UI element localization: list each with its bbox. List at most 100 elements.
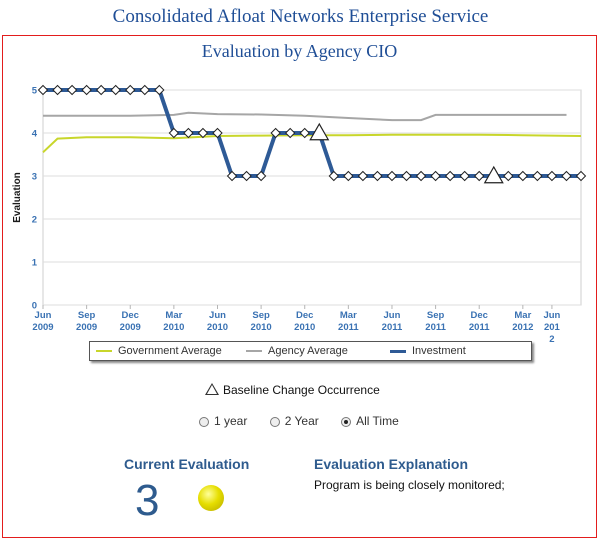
- x-tick-label-month: Jun: [543, 310, 560, 321]
- x-tick-label-year: 2011: [382, 322, 403, 333]
- y-tick-label-4: 4: [32, 129, 38, 140]
- evaluation-explanation-title: Evaluation Explanation: [314, 456, 469, 472]
- investment-point-marker: [430, 170, 441, 182]
- investment-point-marker: [357, 170, 369, 182]
- x-tick-label-month: Mar: [165, 310, 182, 321]
- investment-point-marker: [503, 170, 514, 182]
- investment-point-marker: [401, 170, 412, 182]
- investment-point-marker: [139, 84, 150, 96]
- investment-point-marker: [270, 127, 281, 139]
- x-tick-label-year: 2010: [163, 322, 184, 333]
- legend-label-investment: Investment: [412, 345, 466, 357]
- evaluation-explanation-text: Program is being closely monitored;: [314, 478, 505, 492]
- radio-circle-all-time[interactable]: [341, 417, 352, 427]
- x-tick-label-month: Sep: [252, 310, 270, 321]
- radio-all-time[interactable]: All Time: [341, 414, 399, 428]
- investment-point-marker: [474, 170, 485, 182]
- radio-2-year[interactable]: 2 Year: [269, 414, 319, 428]
- investment-point-marker: [561, 170, 572, 182]
- plot-area: [42, 89, 582, 306]
- x-tick-label-year: 2010: [294, 322, 315, 333]
- legend-swatch-agency: [246, 350, 262, 353]
- investment-point-marker: [328, 170, 340, 182]
- x-tick-label-year: 201: [544, 322, 561, 333]
- y-tick-label-1: 1: [32, 258, 38, 269]
- radio-circle-1-year[interactable]: [199, 417, 209, 427]
- x-tick-label-month: Jun: [35, 310, 52, 321]
- investment-point-marker: [226, 170, 238, 182]
- chart-legend: Government Average Agency Average Invest…: [89, 341, 532, 361]
- x-tick-label-year: 2009: [32, 322, 53, 333]
- investment-point-marker: [154, 84, 165, 96]
- x-tick-label-year: 2011: [338, 322, 359, 333]
- investment-point-marker: [66, 84, 78, 96]
- investment-point-marker: [197, 127, 209, 139]
- x-tick-label-year-suffix: 2: [549, 334, 554, 345]
- investment-point-marker: [372, 170, 383, 182]
- legend-item-government-average: Government Average: [96, 345, 222, 357]
- x-tick-label-year: 2009: [76, 322, 97, 333]
- x-tick-label-year: 2010: [251, 322, 272, 333]
- radio-label-all-time: All Time: [356, 414, 399, 428]
- time-range-selector: 1 year 2 Year All Time: [199, 414, 418, 428]
- legend-item-investment: Investment: [390, 345, 466, 357]
- x-tick-label-year: 2010: [207, 322, 228, 333]
- investment-point-marker: [168, 127, 180, 139]
- radio-1-year[interactable]: 1 year: [199, 414, 247, 428]
- legend-item-agency-average: Agency Average: [246, 345, 348, 357]
- baseline-change-triangle: [309, 122, 330, 141]
- investment-point-marker: [241, 170, 252, 182]
- x-tick-label-month: Sep: [78, 310, 96, 321]
- y-tick-label-3: 3: [32, 172, 37, 183]
- investment-point-marker: [532, 170, 543, 182]
- investment-point-marker: [52, 84, 63, 96]
- investment-point-marker: [110, 84, 121, 96]
- y-tick-label-2: 2: [32, 215, 37, 226]
- investment-point-marker: [37, 84, 49, 96]
- chart-title: Evaluation by Agency CIO: [201, 41, 398, 61]
- investment-point-marker: [125, 84, 136, 96]
- x-tick-label-month: Dec: [296, 310, 313, 321]
- investment-point-marker: [517, 170, 529, 182]
- x-tick-label-year: 2011: [425, 322, 446, 333]
- radio-circle-2-year[interactable]: [269, 417, 280, 427]
- y-axis-label: Evaluation: [12, 172, 23, 223]
- page-title: Consolidated Afloat Networks Enterprise …: [112, 6, 489, 27]
- current-evaluation-title: Current Evaluation: [124, 456, 250, 472]
- investment-point-marker: [212, 127, 223, 139]
- investment-point-marker: [444, 170, 456, 182]
- y-tick-label-0: 0: [32, 301, 37, 312]
- evaluation-panel: Evaluation by Agency CIO: [2, 35, 597, 538]
- current-evaluation-value: 3: [135, 476, 160, 525]
- investment-point-marker: [575, 170, 587, 182]
- investment-point-marker: [81, 84, 92, 96]
- x-tick-label-month: Mar: [514, 310, 531, 321]
- x-tick-label-month: Jun: [384, 310, 401, 321]
- investment-point-marker: [546, 170, 558, 182]
- x-tick-label-month: Mar: [340, 310, 357, 321]
- investment-point-marker: [415, 170, 427, 182]
- baseline-label: Baseline Change Occurrence: [223, 383, 380, 397]
- investment-point-marker: [95, 84, 107, 96]
- baseline-legend: Baseline Change Occurrence: [205, 383, 380, 397]
- investment-point-marker: [459, 170, 470, 182]
- radio-label-1-year: 1 year: [214, 414, 248, 428]
- investment-point-marker: [183, 127, 194, 139]
- x-tick-label-month: Sep: [427, 310, 445, 321]
- legend-label-government: Government Average: [118, 345, 222, 357]
- x-tick-label-month: Dec: [470, 310, 487, 321]
- investment-point-marker: [343, 170, 354, 182]
- radio-label-2-year: 2 Year: [284, 414, 319, 428]
- investment-point-marker: [299, 127, 310, 139]
- status-indicator-dot: [198, 485, 224, 511]
- x-tick-label-year: 2009: [120, 322, 141, 333]
- legend-label-agency: Agency Average: [268, 345, 348, 357]
- investment-point-marker: [386, 170, 398, 182]
- x-tick-label-year: 2012: [512, 322, 533, 333]
- series-line-agency-average: [43, 111, 567, 122]
- triangle-icon: [205, 383, 219, 395]
- y-tick-label-5: 5: [32, 86, 38, 97]
- investment-point-marker: [284, 127, 296, 139]
- baseline-change-triangle: [483, 165, 504, 184]
